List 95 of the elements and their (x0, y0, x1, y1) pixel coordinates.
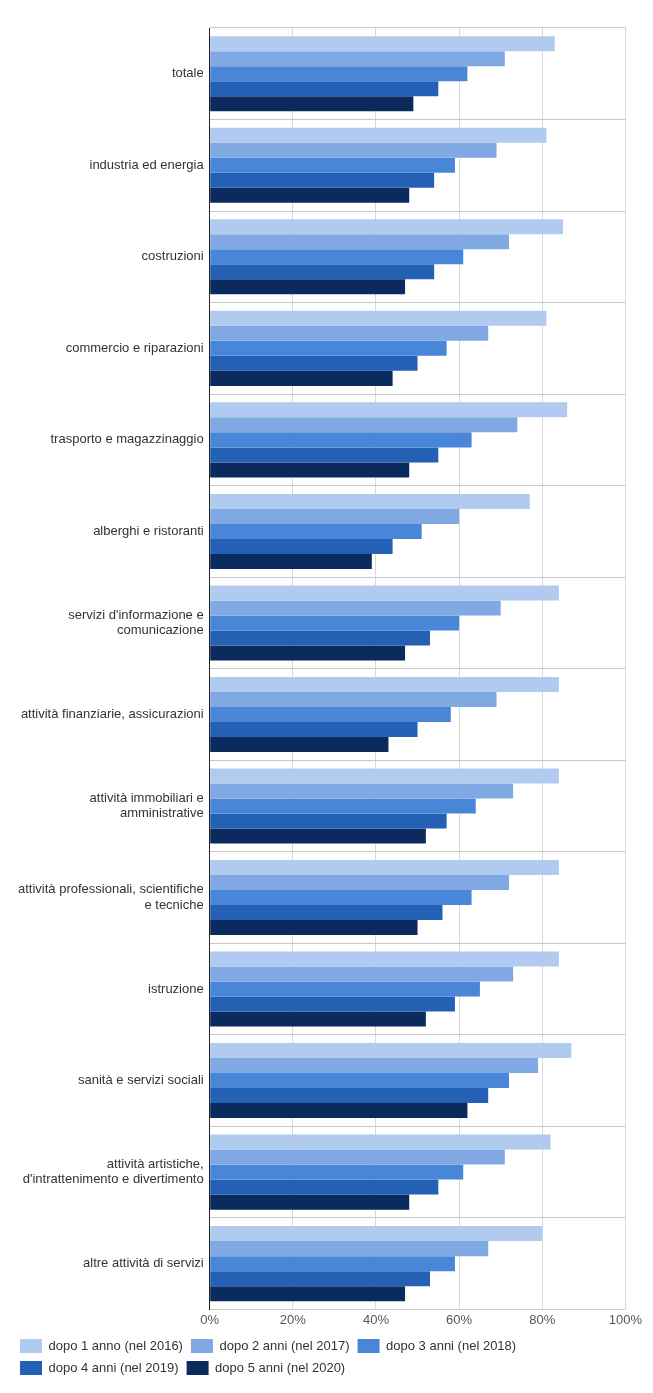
bar (210, 325, 489, 341)
bar (210, 402, 568, 418)
y-tick-label: alberghi e ristoranti (93, 522, 204, 538)
y-tick-label: industria ed energia (89, 156, 205, 172)
bar (210, 600, 501, 616)
bar (210, 1286, 406, 1302)
bar (210, 1103, 468, 1119)
bar (210, 370, 393, 386)
bar (210, 523, 422, 539)
y-tick-label: costruzioni (141, 248, 204, 264)
bar (210, 355, 418, 371)
bar (210, 279, 406, 295)
legend-label: dopo 3 anni (nel 2018) (386, 1337, 517, 1353)
bar (210, 249, 464, 265)
bar (210, 615, 460, 631)
bar (210, 1088, 489, 1104)
bar (210, 860, 559, 876)
bar (210, 890, 472, 906)
bar (210, 234, 509, 250)
x-tick-label: 100% (608, 1311, 643, 1327)
bar (210, 1134, 551, 1150)
bar (210, 736, 389, 752)
bar (210, 508, 460, 524)
bar (210, 768, 559, 784)
bar (210, 1256, 455, 1272)
bar (210, 493, 530, 509)
bar (210, 981, 480, 997)
bar (210, 676, 559, 692)
bar (210, 172, 435, 188)
bar (210, 951, 559, 967)
bar (210, 310, 547, 326)
legend-label: dopo 1 anno (nel 2016) (48, 1337, 183, 1353)
legend-label: dopo 4 anni (nel 2019) (48, 1359, 179, 1375)
bar (210, 81, 439, 97)
x-tick-label: 80% (529, 1311, 556, 1327)
bar (210, 966, 514, 982)
bar (210, 1271, 431, 1287)
bar (210, 219, 564, 235)
x-tick-label: 0% (200, 1311, 220, 1327)
bar (210, 905, 443, 921)
bar (210, 721, 418, 737)
bar (210, 157, 455, 173)
bar (210, 462, 410, 478)
y-tick-label: istruzione (148, 980, 204, 996)
bar (210, 264, 435, 280)
bar (210, 783, 514, 799)
bar (210, 585, 559, 601)
y-tick-label: attività professionali, scientifiche e tecniche (18, 881, 204, 912)
y-tick-label: attività artistiche, d'intrattenimento e divertimento (22, 1155, 204, 1187)
y-tick-label: trasporto e magazzinaggio (50, 431, 204, 447)
bar (210, 553, 372, 569)
legend-label: dopo 5 anni (nel 2020) (215, 1359, 346, 1375)
bar (210, 828, 426, 844)
x-tick-label: 20% (279, 1311, 307, 1327)
bar (210, 96, 414, 112)
y-tick-label: attività finanziarie, assicurazioni (20, 706, 204, 722)
bar (210, 432, 472, 448)
bar (210, 1241, 489, 1257)
bar (210, 66, 468, 82)
legend-label: dopo 2 anni (nel 2017) (219, 1337, 350, 1353)
bar (210, 1043, 572, 1059)
bar (210, 920, 418, 936)
bar (210, 875, 509, 891)
x-tick-label: 60% (446, 1311, 473, 1327)
bar (210, 798, 476, 814)
bar (210, 1179, 439, 1195)
y-tick-label: totale (171, 65, 204, 81)
bar (210, 1226, 543, 1242)
y-tick-label: commercio e riparazioni (65, 339, 204, 355)
bar (210, 1194, 410, 1210)
bar (210, 1164, 464, 1180)
bar (210, 1011, 426, 1027)
bar (210, 127, 547, 143)
bar (210, 630, 431, 646)
bar (210, 645, 406, 661)
bar (210, 1149, 505, 1165)
bar (210, 36, 555, 52)
x-tick-label: 40% (362, 1311, 390, 1327)
bar (210, 187, 410, 203)
bar (210, 51, 505, 67)
bar (210, 447, 439, 463)
bar (210, 142, 497, 158)
bar (210, 417, 518, 433)
y-tick-label: servizi d'informazione e comunicazione (68, 606, 204, 638)
bar (210, 813, 447, 829)
bar (210, 996, 455, 1012)
bar (210, 340, 447, 356)
bar (210, 1073, 509, 1089)
bar (210, 706, 451, 722)
y-tick-label: altre attività di servizi (83, 1255, 204, 1271)
y-tick-label: sanità e servizi sociali (77, 1072, 204, 1088)
bar (210, 1058, 539, 1074)
bar (210, 538, 393, 554)
bar (210, 691, 497, 707)
y-tick-label: attività immobiliari e amministrative (89, 789, 204, 821)
